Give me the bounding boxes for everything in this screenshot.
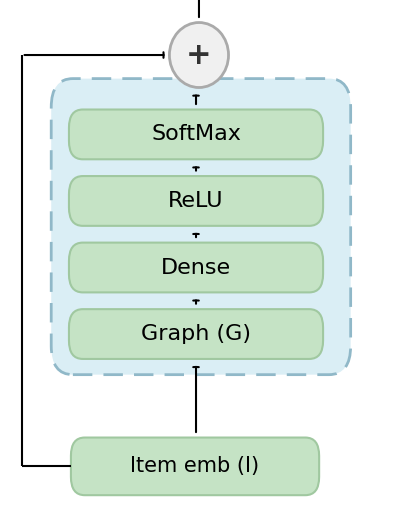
Text: Dense: Dense	[161, 257, 231, 278]
FancyBboxPatch shape	[69, 309, 323, 359]
Text: ReLU: ReLU	[168, 191, 224, 211]
Ellipse shape	[169, 23, 229, 88]
FancyBboxPatch shape	[51, 79, 351, 375]
FancyBboxPatch shape	[69, 176, 323, 226]
Text: Graph (G): Graph (G)	[141, 324, 251, 344]
Text: Item emb (I): Item emb (I)	[130, 456, 260, 476]
FancyBboxPatch shape	[71, 438, 319, 495]
FancyBboxPatch shape	[69, 110, 323, 159]
FancyBboxPatch shape	[69, 243, 323, 292]
Text: SoftMax: SoftMax	[151, 124, 241, 145]
Text: +: +	[186, 40, 212, 70]
